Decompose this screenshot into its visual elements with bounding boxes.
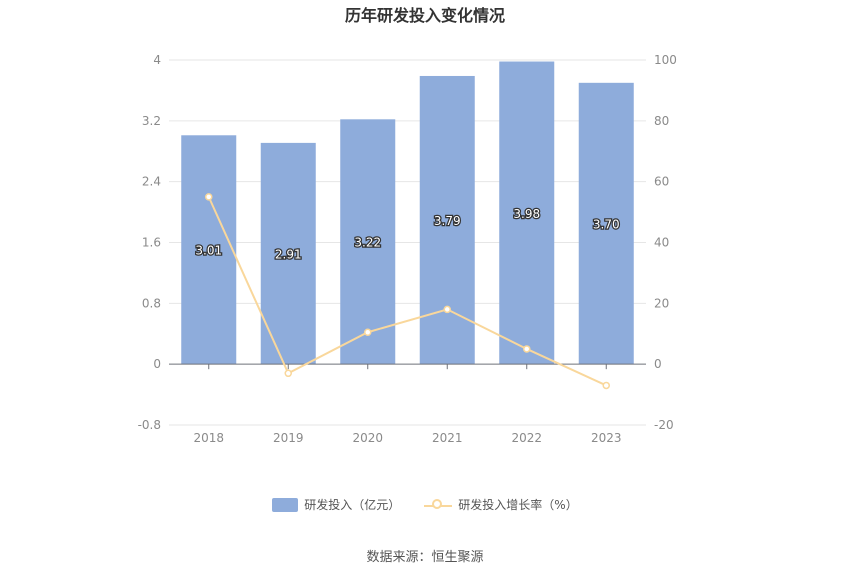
growth-rate-point xyxy=(364,328,372,336)
growth-rate-line xyxy=(207,196,607,387)
y-right-tick-label: 60 xyxy=(654,175,669,189)
growth-rate-point xyxy=(523,345,531,353)
y-right-tick-label: 0 xyxy=(654,357,662,371)
y-left-tick-label: 1.6 xyxy=(142,236,161,250)
bar-data-label: 3.98 xyxy=(513,207,540,221)
y-left-tick-label: -0.8 xyxy=(138,418,161,432)
y-right-tick-label: -20 xyxy=(654,418,674,432)
bar-data-label: 3.79 xyxy=(434,214,461,228)
y-right-tick-label: 80 xyxy=(654,114,669,128)
y-left-tick-label: 0 xyxy=(153,357,161,371)
legend-item-rd-investment[interactable]: 研发投入（亿元） xyxy=(272,496,400,513)
y-left-tick-label: 2.4 xyxy=(142,175,161,189)
legend-label-growth-rate: 研发投入增长率（%） xyxy=(458,498,578,512)
x-tick-label: 2021 xyxy=(432,431,463,445)
y-left-tick-label: 4 xyxy=(153,53,161,67)
bar xyxy=(578,82,634,365)
y-right-tick-label: 40 xyxy=(654,236,669,250)
source-note: 数据来源：恒生聚源 xyxy=(366,550,484,565)
growth-rate-point xyxy=(443,305,451,314)
legend-bar-swatch xyxy=(272,497,299,512)
x-tick-label: 2019 xyxy=(273,431,304,445)
legend-item-growth-rate[interactable]: 研发投入增长率（%） xyxy=(424,496,578,513)
growth-rate-point xyxy=(602,381,610,390)
y-right-tick-label: 20 xyxy=(654,296,669,310)
bar xyxy=(419,75,475,365)
x-tick-label: 2018 xyxy=(193,431,224,445)
bar xyxy=(181,135,237,365)
bar xyxy=(499,61,555,365)
bar xyxy=(260,142,316,365)
legend-label-rd-investment: 研发投入（亿元） xyxy=(304,498,401,512)
bar-data-label: 3.70 xyxy=(593,217,620,231)
bar-data-label: 3.01 xyxy=(195,244,222,258)
x-tick-label: 2023 xyxy=(591,431,622,445)
y-left-tick-label: 0.8 xyxy=(142,296,161,310)
legend-line-swatch xyxy=(424,498,453,512)
y-right-tick-label: 100 xyxy=(654,53,677,67)
bar-data-label: 3.22 xyxy=(354,236,381,250)
chart-title: 历年研发投入变化情况 xyxy=(344,6,505,25)
legend: 研发投入（亿元） 研发投入增长率（%） xyxy=(0,496,850,513)
bar xyxy=(340,119,396,365)
growth-rate-point xyxy=(284,369,292,378)
growth-rate-point xyxy=(205,193,213,201)
y-left-tick-label: 3.2 xyxy=(142,114,161,128)
x-tick-label: 2020 xyxy=(352,431,383,445)
x-tick-label: 2022 xyxy=(511,431,542,445)
bar-data-label: 2.91 xyxy=(275,248,302,262)
